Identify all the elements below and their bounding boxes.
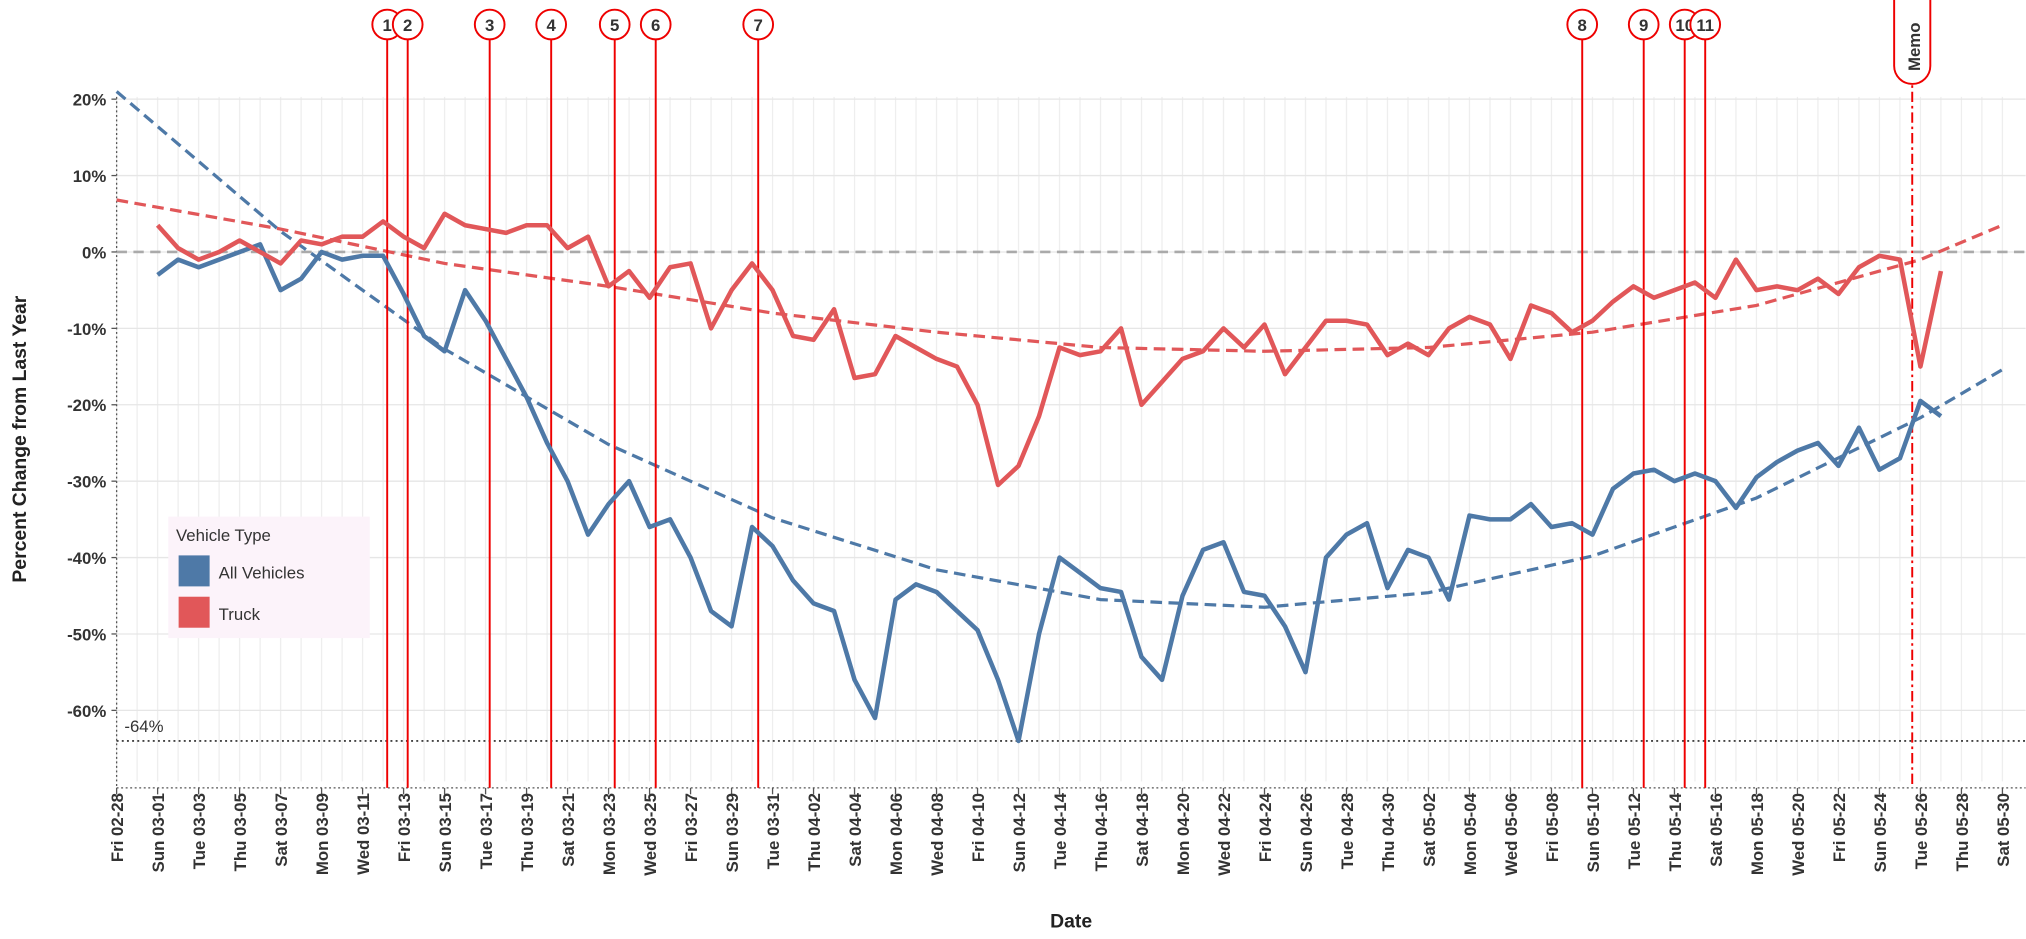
event-label: 10 — [1675, 16, 1694, 35]
reference-label: -64% — [124, 717, 163, 736]
event-label: 1 — [383, 16, 392, 35]
x-tick-label: Sat 05-30 — [1994, 793, 2013, 867]
x-tick-label: Wed 03-25 — [641, 793, 660, 876]
x-tick-label: Sun 03-15 — [436, 793, 455, 872]
legend-swatch — [178, 555, 210, 587]
legend-label: All Vehicles — [219, 564, 305, 583]
event-label: Memo — [1905, 23, 1924, 71]
x-axis-title: Date — [1050, 910, 1092, 932]
x-tick-label: Thu 03-05 — [231, 793, 250, 871]
event-badge — [535, 8, 567, 41]
x-tick-label: Fri 05-08 — [1543, 793, 1562, 862]
x-tick-label: Mon 04-06 — [887, 793, 906, 875]
series-line — [156, 242, 1943, 744]
y-tick-label: -40% — [67, 549, 106, 568]
x-tick-label: Thu 05-28 — [1953, 793, 1972, 871]
event-label: 9 — [1639, 16, 1648, 35]
x-tick-label: Fri 04-24 — [1256, 792, 1275, 862]
x-tick-label: Tue 03-31 — [764, 793, 783, 869]
event-badge — [1566, 8, 1599, 41]
x-tick-label: Mon 04-20 — [1174, 793, 1193, 875]
y-tick-label: -30% — [67, 473, 106, 492]
event-label: 11 — [1696, 16, 1714, 35]
x-tick-label: Thu 04-16 — [1092, 793, 1111, 871]
x-tick-label: Sat 04-04 — [846, 792, 865, 866]
x-tick-label: Wed 05-20 — [1789, 793, 1808, 876]
event-label: 5 — [610, 16, 619, 35]
event-badge — [1689, 8, 1722, 41]
x-tick-label: Thu 04-02 — [805, 793, 824, 871]
y-tick-label: 0% — [82, 243, 106, 262]
x-tick-label: Thu 03-19 — [518, 793, 537, 871]
x-tick-label: Thu 05-14 — [1666, 792, 1685, 871]
x-tick-label: Sun 04-26 — [1297, 793, 1316, 872]
x-tick-label: Sun 03-29 — [723, 793, 742, 872]
event-badge — [1893, 0, 1932, 85]
event-label: 6 — [651, 16, 660, 35]
legend-title: Vehicle Type — [176, 526, 271, 545]
event-badge — [742, 8, 775, 41]
x-tick-label: Wed 04-08 — [928, 793, 947, 876]
x-tick-label: Fri 05-22 — [1830, 793, 1849, 862]
x-tick-label: Mon 03-09 — [313, 793, 332, 875]
event-badge — [639, 8, 672, 41]
x-tick-label: Sun 05-24 — [1871, 792, 1890, 872]
x-tick-label: Sat 05-16 — [1707, 793, 1726, 867]
y-tick-label: 10% — [73, 167, 107, 186]
x-tick-label: Fri 02-28 — [108, 793, 127, 862]
x-tick-label: Fri 03-13 — [395, 793, 414, 862]
y-tick-label: -10% — [67, 320, 106, 339]
x-tick-label: Sat 05-02 — [1420, 793, 1439, 867]
legend-swatch — [178, 596, 210, 628]
x-tick-label: Wed 05-06 — [1502, 793, 1521, 876]
x-tick-label: Tue 04-28 — [1338, 793, 1357, 869]
event-label: 2 — [403, 16, 412, 35]
x-tick-label: Fri 03-27 — [682, 793, 701, 862]
x-tick-label: Sun 04-12 — [1010, 793, 1029, 872]
event-badge — [598, 8, 631, 41]
x-tick-label: Mon 05-04 — [1461, 792, 1480, 875]
x-tick-label: Wed 04-22 — [1215, 793, 1234, 876]
x-tick-label: Fri 04-10 — [969, 793, 988, 862]
x-tick-label: Tue 03-17 — [477, 793, 496, 869]
event-badge — [473, 8, 506, 41]
x-tick-label: Thu 04-30 — [1379, 793, 1398, 871]
event-label: 4 — [547, 16, 557, 35]
trend-line — [116, 198, 2004, 353]
y-tick-label: -50% — [67, 625, 106, 644]
y-tick-label: -20% — [67, 396, 106, 415]
x-tick-label: Tue 04-14 — [1051, 792, 1070, 869]
x-tick-label: Wed 03-11 — [354, 793, 373, 875]
legend-label: Truck — [219, 605, 261, 624]
event-badge — [391, 8, 424, 41]
x-tick-label: Tue 03-03 — [190, 793, 209, 869]
y-axis-title: Percent Change from Last Year — [9, 295, 31, 582]
x-tick-label: Sat 03-21 — [559, 793, 578, 867]
event-label: 8 — [1578, 16, 1587, 35]
event-label: 3 — [485, 16, 494, 35]
x-tick-label: Mon 05-18 — [1748, 793, 1767, 875]
x-tick-label: Tue 05-12 — [1625, 793, 1644, 869]
x-tick-label: Sun 05-10 — [1584, 793, 1603, 872]
event-badge — [1627, 8, 1660, 41]
event-label: 7 — [754, 16, 763, 35]
y-tick-label: -60% — [67, 702, 106, 721]
x-tick-label: Sat 03-07 — [272, 793, 291, 867]
x-tick-label: Mon 03-23 — [600, 793, 619, 875]
legend: Vehicle Type All Vehicles Truck — [168, 516, 370, 639]
y-tick-label: 20% — [73, 91, 107, 110]
series-line — [155, 211, 1944, 488]
x-tick-label: Sun 03-01 — [149, 793, 168, 872]
x-tick-label: Sat 04-18 — [1133, 793, 1152, 867]
x-tick-label: Tue 05-26 — [1912, 793, 1931, 869]
